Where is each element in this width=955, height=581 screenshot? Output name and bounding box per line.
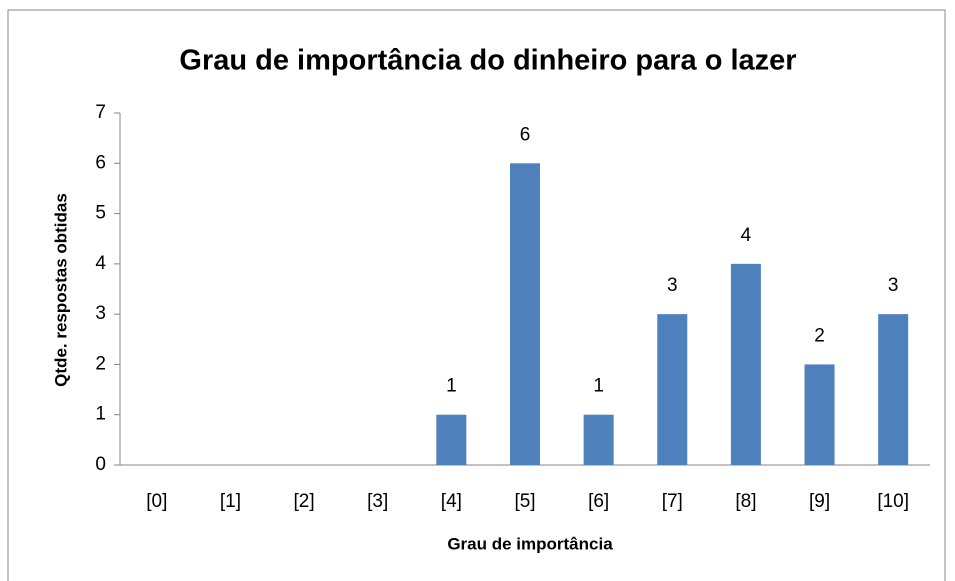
y-tick-label: 1: [95, 404, 106, 425]
x-tick-label: [2]: [294, 491, 315, 512]
y-axis-title: Qtde. respostas obtidas: [51, 193, 70, 387]
y-tick-label: 2: [95, 353, 106, 374]
data-label: 3: [888, 275, 899, 296]
y-tick-label: 5: [95, 203, 106, 224]
y-tick-label: 3: [95, 303, 106, 324]
chart-frame: [7, 9, 946, 581]
x-tick-label: [1]: [220, 491, 241, 512]
x-tick-label: [9]: [809, 491, 830, 512]
data-label: 3: [667, 275, 678, 296]
data-label: 1: [446, 376, 457, 397]
bar: [878, 314, 909, 465]
x-tick-label: [7]: [662, 491, 683, 512]
y-tick-label: 7: [95, 102, 106, 123]
x-axis-title: Grau de importância: [447, 534, 613, 553]
x-tick-label: [0]: [146, 491, 167, 512]
x-tick-label: [8]: [735, 491, 756, 512]
x-tick-label: [10]: [877, 491, 909, 512]
x-tick-label: [5]: [514, 491, 535, 512]
bar: [804, 364, 835, 465]
bar: [730, 263, 761, 465]
bar: [583, 414, 614, 465]
bar: [657, 314, 688, 465]
data-label: 4: [741, 225, 752, 246]
data-label: 1: [593, 376, 604, 397]
y-tick-label: 4: [95, 253, 106, 274]
chart-title: Grau de importância do dinheiro para o l…: [179, 45, 796, 77]
bar: [510, 163, 540, 466]
x-tick-label: [6]: [588, 491, 609, 512]
y-tick-label: 6: [95, 152, 106, 173]
y-tick-label: 0: [95, 454, 106, 475]
data-label: 6: [520, 124, 531, 145]
data-label: 2: [814, 325, 825, 346]
x-tick-label: [3]: [367, 491, 388, 512]
x-tick-label: [4]: [441, 491, 462, 512]
bar: [436, 414, 467, 465]
